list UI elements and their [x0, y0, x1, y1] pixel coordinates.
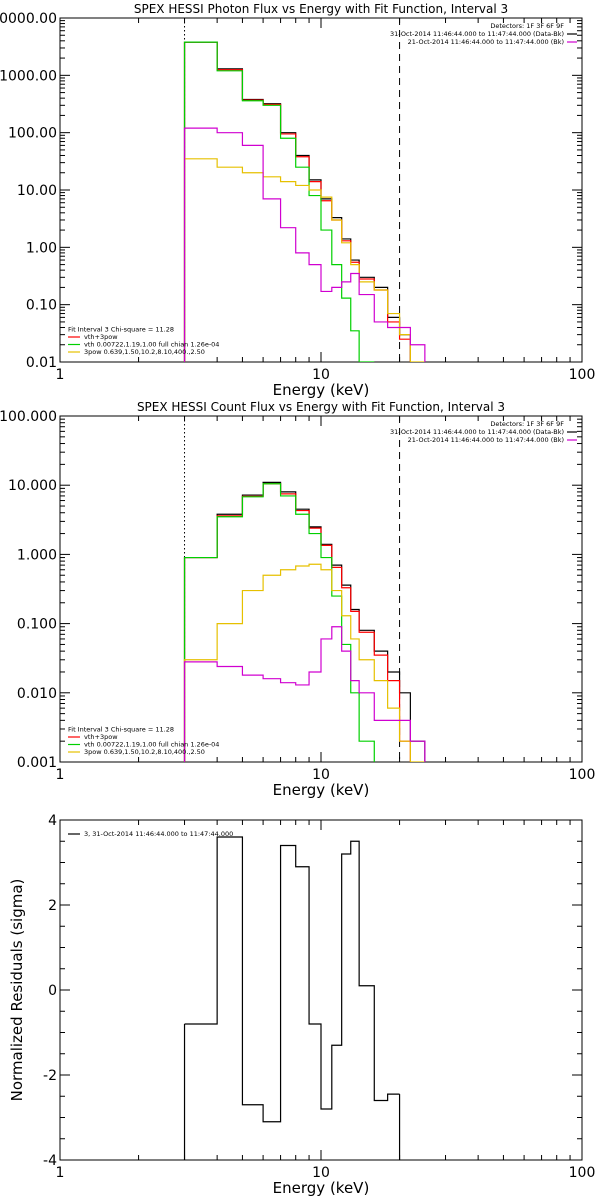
series-3-31-oct-2014-11-46-44-000-to-11-47-44-000	[184, 836, 400, 1123]
legend-top-entry: 31-Oct-2014 11:46:44.000 to 11:47:44.000…	[390, 428, 564, 436]
y-tick-label: 0.010	[17, 686, 57, 702]
x-tick-label: 1	[56, 1165, 65, 1181]
legend-bottom-entry: Fit Interval 3 Chi-square = 11.28	[68, 326, 174, 334]
y-tick-label: 0.10	[26, 298, 57, 314]
photon-flux-panel: SPEX HESSI Photon Flux vs Energy with Fi…	[0, 2, 595, 399]
y-tick-label: 100.00	[8, 126, 57, 142]
legend-top-entry: 31-Oct-2014 11:46:44.000 to 11:47:44.000…	[390, 30, 564, 38]
x-tick-label: 100	[569, 367, 596, 383]
y-tick-label: 100.000	[0, 409, 57, 425]
count-flux-panel: SPEX HESSI Count Flux vs Energy with Fit…	[0, 400, 595, 799]
x-tick-label: 100	[569, 767, 596, 783]
x-axis-label: Energy (keV)	[273, 781, 370, 799]
y-tick-label: 0.100	[17, 617, 57, 633]
legend-top-entry: 21-Oct-2014 11:46:44.000 to 11:47:44.000…	[408, 436, 564, 444]
y-axis-label: Normalized Residuals (sigma)	[8, 879, 26, 1102]
series-bk	[183, 127, 426, 362]
x-tick-label: 100	[569, 1165, 596, 1181]
y-tick-label: 10000.00	[0, 11, 57, 27]
series-vth-3pow	[183, 41, 411, 362]
residuals-panel: 1 10 100 -4 -2 0 2 4 Energy (keV) Normalized Resi…	[8, 813, 595, 1197]
series-vth	[183, 483, 375, 762]
x-tick-label: 10	[312, 767, 330, 783]
plot-frame	[59, 415, 583, 763]
legend-bottom-entry: 3pow 0.639,1.50,10.2,8.10,400.,2.50	[84, 348, 205, 356]
legend-bottom-entry: Fit Interval 3 Chi-square = 11.28	[68, 726, 174, 734]
x-tick-label: 1	[56, 367, 65, 383]
legend-bottom-entry: vth 0.00722,1.19,1.00 full chian 1.26e-0…	[84, 341, 219, 349]
chart-title: SPEX HESSI Photon Flux vs Energy with Fi…	[134, 2, 508, 16]
series-3pow	[183, 158, 425, 362]
legend-top-entry: Detectors: 1F 3F 6F 9F	[490, 420, 564, 428]
y-tick-label: 0	[48, 983, 57, 999]
legend-entry: 3, 31-Oct-2014 11:46:44.000 to 11:47:44.…	[84, 830, 233, 838]
legend-bottom-entry: vth+3pow	[84, 333, 118, 341]
legend-bottom-entry: vth+3pow	[84, 733, 118, 741]
legend-bottom-entry: 3pow 0.639,1.50,10.2,8.10,400.,2.50	[84, 748, 205, 756]
chart-title: SPEX HESSI Count Flux vs Energy with Fit…	[137, 400, 505, 414]
y-tick-label: 2	[48, 898, 57, 914]
y-tick-label: 10.000	[8, 478, 57, 494]
legend-bottom-entry: vth 0.00722,1.19,1.00 full chian 1.26e-0…	[84, 741, 219, 749]
y-tick-label: -2	[43, 1068, 57, 1084]
y-tick-label: 4	[48, 813, 57, 829]
series-bk	[183, 626, 426, 762]
y-tick-label: -4	[43, 1153, 57, 1169]
y-tick-label: 1000.00	[0, 68, 57, 84]
y-tick-label: 0.01	[26, 355, 57, 371]
x-axis-label: Energy (keV)	[273, 1179, 370, 1197]
series-vth	[183, 41, 375, 362]
y-tick-label: 0.001	[17, 755, 57, 771]
x-tick-label: 1	[56, 767, 65, 783]
y-tick-label: 10.00	[17, 183, 57, 199]
legend-top-entry: Detectors: 1F 3F 6F 9F	[490, 22, 564, 30]
x-tick-label: 10	[312, 367, 330, 383]
x-axis-label: Energy (keV)	[273, 381, 370, 399]
x-tick-label: 10	[312, 1165, 330, 1181]
legend-top-entry: 21-Oct-2014 11:46:44.000 to 11:47:44.000…	[408, 38, 564, 46]
series-3pow	[183, 563, 425, 762]
series-data-bk	[183, 41, 411, 362]
y-tick-label: 1.00	[26, 240, 57, 256]
y-tick-label: 1.000	[17, 547, 57, 563]
